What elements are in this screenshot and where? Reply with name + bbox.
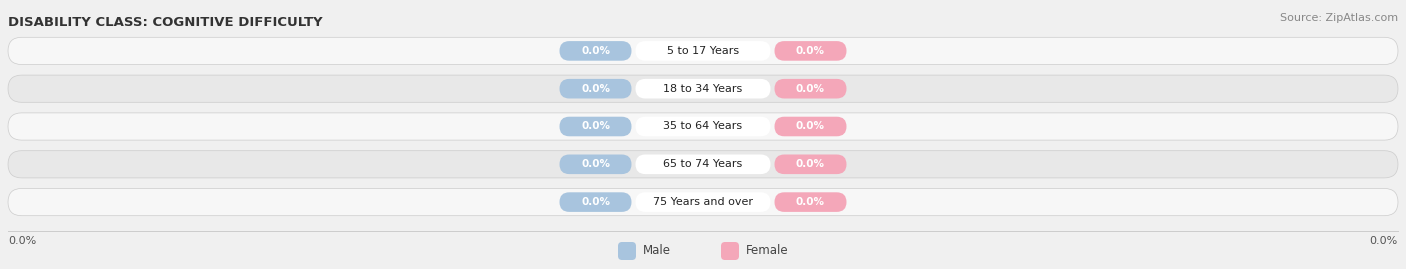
Text: DISABILITY CLASS: COGNITIVE DIFFICULTY: DISABILITY CLASS: COGNITIVE DIFFICULTY bbox=[8, 16, 322, 29]
FancyBboxPatch shape bbox=[8, 75, 1398, 102]
Text: 5 to 17 Years: 5 to 17 Years bbox=[666, 46, 740, 56]
FancyBboxPatch shape bbox=[8, 151, 1398, 178]
Text: 0.0%: 0.0% bbox=[581, 122, 610, 132]
FancyBboxPatch shape bbox=[721, 242, 740, 260]
FancyBboxPatch shape bbox=[636, 117, 770, 136]
FancyBboxPatch shape bbox=[560, 79, 631, 98]
FancyBboxPatch shape bbox=[775, 41, 846, 61]
FancyBboxPatch shape bbox=[636, 192, 770, 212]
Text: 65 to 74 Years: 65 to 74 Years bbox=[664, 159, 742, 169]
Text: 18 to 34 Years: 18 to 34 Years bbox=[664, 84, 742, 94]
Text: 0.0%: 0.0% bbox=[581, 159, 610, 169]
Text: 0.0%: 0.0% bbox=[8, 236, 37, 246]
Text: 0.0%: 0.0% bbox=[581, 46, 610, 56]
FancyBboxPatch shape bbox=[560, 117, 631, 136]
Text: Male: Male bbox=[643, 245, 671, 257]
Text: Female: Female bbox=[747, 245, 789, 257]
Text: 0.0%: 0.0% bbox=[796, 46, 825, 56]
FancyBboxPatch shape bbox=[8, 113, 1398, 140]
FancyBboxPatch shape bbox=[775, 79, 846, 98]
Text: Source: ZipAtlas.com: Source: ZipAtlas.com bbox=[1279, 13, 1398, 23]
FancyBboxPatch shape bbox=[636, 79, 770, 98]
Text: 0.0%: 0.0% bbox=[796, 84, 825, 94]
Text: 35 to 64 Years: 35 to 64 Years bbox=[664, 122, 742, 132]
FancyBboxPatch shape bbox=[8, 189, 1398, 216]
FancyBboxPatch shape bbox=[619, 242, 636, 260]
FancyBboxPatch shape bbox=[560, 154, 631, 174]
FancyBboxPatch shape bbox=[560, 192, 631, 212]
FancyBboxPatch shape bbox=[636, 41, 770, 61]
FancyBboxPatch shape bbox=[775, 154, 846, 174]
Text: 0.0%: 0.0% bbox=[581, 84, 610, 94]
FancyBboxPatch shape bbox=[8, 37, 1398, 65]
Text: 75 Years and over: 75 Years and over bbox=[652, 197, 754, 207]
Text: 0.0%: 0.0% bbox=[1369, 236, 1398, 246]
FancyBboxPatch shape bbox=[775, 192, 846, 212]
Text: 0.0%: 0.0% bbox=[796, 197, 825, 207]
FancyBboxPatch shape bbox=[775, 117, 846, 136]
FancyBboxPatch shape bbox=[560, 41, 631, 61]
Text: 0.0%: 0.0% bbox=[796, 159, 825, 169]
Text: 0.0%: 0.0% bbox=[581, 197, 610, 207]
FancyBboxPatch shape bbox=[636, 154, 770, 174]
Text: 0.0%: 0.0% bbox=[796, 122, 825, 132]
